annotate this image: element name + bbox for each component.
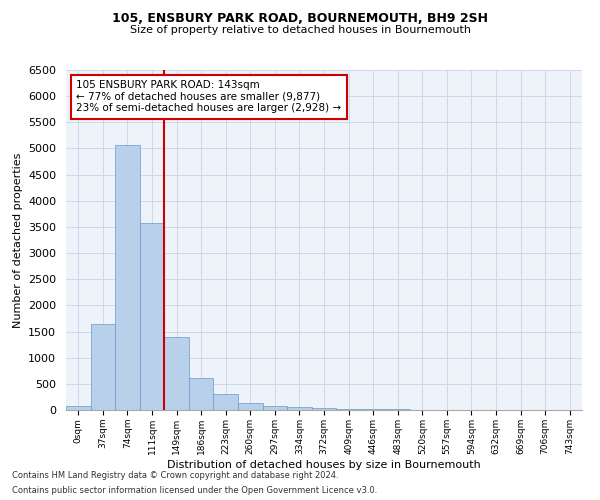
Bar [263, 406, 287, 410]
Text: 105 ENSBURY PARK ROAD: 143sqm
← 77% of detached houses are smaller (9,877)
23% o: 105 ENSBURY PARK ROAD: 143sqm ← 77% of d… [76, 80, 341, 114]
Bar [115, 146, 140, 410]
Bar [336, 409, 361, 410]
Bar [287, 408, 312, 410]
Y-axis label: Number of detached properties: Number of detached properties [13, 152, 23, 328]
Bar [312, 408, 336, 410]
Text: 105, ENSBURY PARK ROAD, BOURNEMOUTH, BH9 2SH: 105, ENSBURY PARK ROAD, BOURNEMOUTH, BH9… [112, 12, 488, 26]
Bar [238, 402, 263, 410]
Bar [91, 324, 115, 410]
X-axis label: Distribution of detached houses by size in Bournemouth: Distribution of detached houses by size … [167, 460, 481, 469]
Bar [361, 409, 385, 410]
Text: Contains public sector information licensed under the Open Government Licence v3: Contains public sector information licen… [12, 486, 377, 495]
Bar [66, 406, 91, 410]
Bar [140, 222, 164, 410]
Bar [164, 337, 189, 410]
Bar [189, 378, 214, 410]
Bar [214, 394, 238, 410]
Text: Contains HM Land Registry data © Crown copyright and database right 2024.: Contains HM Land Registry data © Crown c… [12, 471, 338, 480]
Text: Size of property relative to detached houses in Bournemouth: Size of property relative to detached ho… [130, 25, 470, 35]
